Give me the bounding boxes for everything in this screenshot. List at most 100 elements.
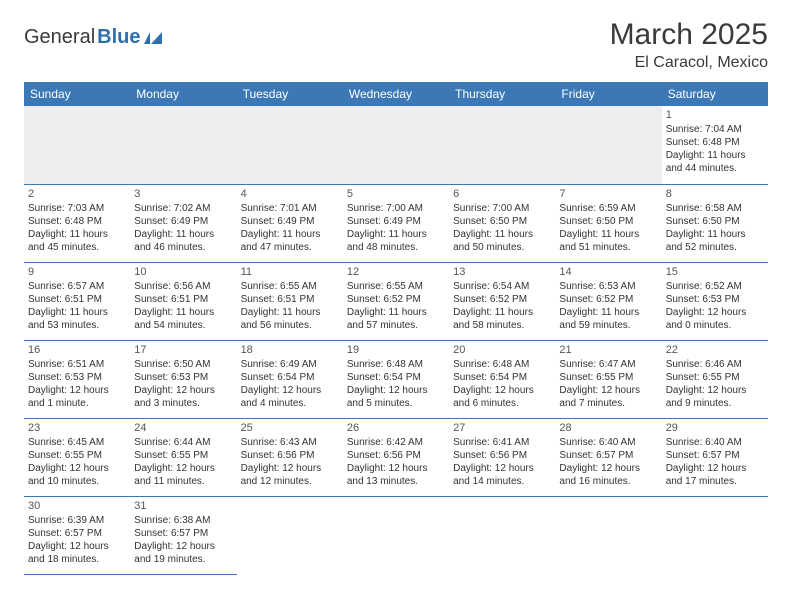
day-number: 27 xyxy=(453,421,551,435)
sunrise-line: Sunrise: 6:52 AM xyxy=(666,280,764,293)
daylight-line: Daylight: 12 hours and 13 minutes. xyxy=(347,462,445,488)
sunset-line: Sunset: 6:52 PM xyxy=(559,293,657,306)
sunset-line: Sunset: 6:54 PM xyxy=(241,371,339,384)
sunrise-line: Sunrise: 6:40 AM xyxy=(666,436,764,449)
day-number: 7 xyxy=(559,187,657,201)
calendar-day: 25Sunrise: 6:43 AMSunset: 6:56 PMDayligh… xyxy=(237,418,343,496)
daylight-line: Daylight: 12 hours and 7 minutes. xyxy=(559,384,657,410)
calendar-row: 9Sunrise: 6:57 AMSunset: 6:51 PMDaylight… xyxy=(24,262,768,340)
calendar-day: 7Sunrise: 6:59 AMSunset: 6:50 PMDaylight… xyxy=(555,184,661,262)
title-block: March 2025 El Caracol, Mexico xyxy=(610,18,768,72)
day-number: 21 xyxy=(559,343,657,357)
day-number: 14 xyxy=(559,265,657,279)
sunrise-line: Sunrise: 6:48 AM xyxy=(347,358,445,371)
calendar-empty xyxy=(237,496,343,574)
location: El Caracol, Mexico xyxy=(610,54,768,72)
sunset-line: Sunset: 6:56 PM xyxy=(453,449,551,462)
calendar-empty xyxy=(24,106,130,184)
sunrise-line: Sunrise: 6:59 AM xyxy=(559,202,657,215)
day-number: 8 xyxy=(666,187,764,201)
sunrise-line: Sunrise: 6:58 AM xyxy=(666,202,764,215)
daylight-line: Daylight: 11 hours and 44 minutes. xyxy=(666,149,764,175)
calendar-row: 23Sunrise: 6:45 AMSunset: 6:55 PMDayligh… xyxy=(24,418,768,496)
day-number: 3 xyxy=(134,187,232,201)
daylight-line: Daylight: 11 hours and 54 minutes. xyxy=(134,306,232,332)
calendar-day: 31Sunrise: 6:38 AMSunset: 6:57 PMDayligh… xyxy=(130,496,236,574)
calendar-day: 26Sunrise: 6:42 AMSunset: 6:56 PMDayligh… xyxy=(343,418,449,496)
calendar-day: 15Sunrise: 6:52 AMSunset: 6:53 PMDayligh… xyxy=(662,262,768,340)
daylight-line: Daylight: 11 hours and 45 minutes. xyxy=(28,228,126,254)
sunset-line: Sunset: 6:57 PM xyxy=(28,527,126,540)
calendar-day: 4Sunrise: 7:01 AMSunset: 6:49 PMDaylight… xyxy=(237,184,343,262)
sunset-line: Sunset: 6:55 PM xyxy=(666,371,764,384)
sunrise-line: Sunrise: 6:50 AM xyxy=(134,358,232,371)
day-number: 1 xyxy=(666,108,764,122)
calendar-day: 27Sunrise: 6:41 AMSunset: 6:56 PMDayligh… xyxy=(449,418,555,496)
daylight-line: Daylight: 12 hours and 9 minutes. xyxy=(666,384,764,410)
daylight-line: Daylight: 12 hours and 14 minutes. xyxy=(453,462,551,488)
day-number: 18 xyxy=(241,343,339,357)
day-number: 29 xyxy=(666,421,764,435)
month-title: March 2025 xyxy=(610,18,768,52)
sunrise-line: Sunrise: 6:55 AM xyxy=(347,280,445,293)
sunset-line: Sunset: 6:56 PM xyxy=(347,449,445,462)
sunrise-line: Sunrise: 6:43 AM xyxy=(241,436,339,449)
sunrise-line: Sunrise: 7:04 AM xyxy=(666,123,764,136)
calendar-empty xyxy=(237,106,343,184)
day-number: 28 xyxy=(559,421,657,435)
calendar-row: 1Sunrise: 7:04 AMSunset: 6:48 PMDaylight… xyxy=(24,106,768,184)
daylight-line: Daylight: 12 hours and 11 minutes. xyxy=(134,462,232,488)
sunrise-line: Sunrise: 6:51 AM xyxy=(28,358,126,371)
weekday-header: Wednesday xyxy=(343,82,449,106)
weekday-header: Friday xyxy=(555,82,661,106)
sunset-line: Sunset: 6:51 PM xyxy=(241,293,339,306)
day-number: 23 xyxy=(28,421,126,435)
weekday-header: Saturday xyxy=(662,82,768,106)
daylight-line: Daylight: 12 hours and 1 minute. xyxy=(28,384,126,410)
day-number: 13 xyxy=(453,265,551,279)
logo: GeneralBlue xyxy=(24,18,166,49)
sunrise-line: Sunrise: 6:56 AM xyxy=(134,280,232,293)
daylight-line: Daylight: 12 hours and 16 minutes. xyxy=(559,462,657,488)
sunset-line: Sunset: 6:56 PM xyxy=(241,449,339,462)
sunrise-line: Sunrise: 6:55 AM xyxy=(241,280,339,293)
daylight-line: Daylight: 12 hours and 18 minutes. xyxy=(28,540,126,566)
calendar-day: 3Sunrise: 7:02 AMSunset: 6:49 PMDaylight… xyxy=(130,184,236,262)
calendar-day: 2Sunrise: 7:03 AMSunset: 6:48 PMDaylight… xyxy=(24,184,130,262)
daylight-line: Daylight: 11 hours and 46 minutes. xyxy=(134,228,232,254)
calendar-day: 12Sunrise: 6:55 AMSunset: 6:52 PMDayligh… xyxy=(343,262,449,340)
calendar-day: 10Sunrise: 6:56 AMSunset: 6:51 PMDayligh… xyxy=(130,262,236,340)
day-number: 9 xyxy=(28,265,126,279)
day-number: 16 xyxy=(28,343,126,357)
calendar-day: 17Sunrise: 6:50 AMSunset: 6:53 PMDayligh… xyxy=(130,340,236,418)
sunrise-line: Sunrise: 7:00 AM xyxy=(347,202,445,215)
calendar-empty xyxy=(662,496,768,574)
sunset-line: Sunset: 6:50 PM xyxy=(666,215,764,228)
sunset-line: Sunset: 6:49 PM xyxy=(347,215,445,228)
daylight-line: Daylight: 11 hours and 47 minutes. xyxy=(241,228,339,254)
daylight-line: Daylight: 11 hours and 57 minutes. xyxy=(347,306,445,332)
calendar-day: 11Sunrise: 6:55 AMSunset: 6:51 PMDayligh… xyxy=(237,262,343,340)
sunset-line: Sunset: 6:53 PM xyxy=(28,371,126,384)
daylight-line: Daylight: 12 hours and 6 minutes. xyxy=(453,384,551,410)
day-number: 22 xyxy=(666,343,764,357)
day-number: 30 xyxy=(28,499,126,513)
calendar-day: 14Sunrise: 6:53 AMSunset: 6:52 PMDayligh… xyxy=(555,262,661,340)
sunrise-line: Sunrise: 7:02 AM xyxy=(134,202,232,215)
sunset-line: Sunset: 6:48 PM xyxy=(28,215,126,228)
sunset-line: Sunset: 6:52 PM xyxy=(347,293,445,306)
sunrise-line: Sunrise: 6:47 AM xyxy=(559,358,657,371)
sunset-line: Sunset: 6:51 PM xyxy=(28,293,126,306)
sunset-line: Sunset: 6:48 PM xyxy=(666,136,764,149)
sunrise-line: Sunrise: 7:00 AM xyxy=(453,202,551,215)
calendar-day: 16Sunrise: 6:51 AMSunset: 6:53 PMDayligh… xyxy=(24,340,130,418)
sunset-line: Sunset: 6:54 PM xyxy=(347,371,445,384)
logo-part2: Blue xyxy=(97,26,140,49)
calendar-day: 5Sunrise: 7:00 AMSunset: 6:49 PMDaylight… xyxy=(343,184,449,262)
calendar-day: 30Sunrise: 6:39 AMSunset: 6:57 PMDayligh… xyxy=(24,496,130,574)
sunset-line: Sunset: 6:57 PM xyxy=(559,449,657,462)
weekday-header-row: SundayMondayTuesdayWednesdayThursdayFrid… xyxy=(24,82,768,106)
calendar-day: 13Sunrise: 6:54 AMSunset: 6:52 PMDayligh… xyxy=(449,262,555,340)
day-number: 17 xyxy=(134,343,232,357)
sunrise-line: Sunrise: 7:03 AM xyxy=(28,202,126,215)
